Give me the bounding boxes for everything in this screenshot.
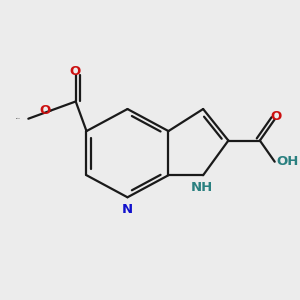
Text: OH: OH [277, 155, 299, 168]
Text: N: N [122, 203, 133, 216]
Text: NH: NH [190, 181, 213, 194]
Text: O: O [271, 110, 282, 123]
Text: O: O [39, 104, 50, 117]
Text: O: O [70, 65, 81, 78]
Text: methyl: methyl [16, 118, 21, 119]
